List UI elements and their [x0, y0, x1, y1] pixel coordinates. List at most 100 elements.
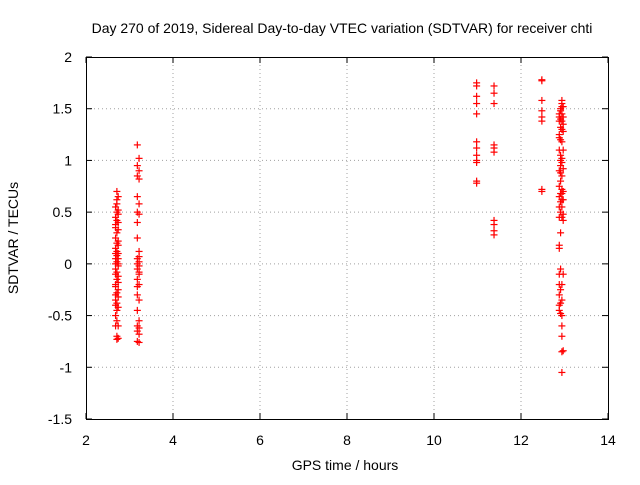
data-point [473, 110, 481, 118]
data-point [135, 330, 143, 338]
data-point [559, 103, 567, 111]
data-point [133, 275, 141, 283]
data-point [558, 203, 566, 211]
x-tick-label: 14 [600, 432, 616, 448]
x-tick-label: 10 [426, 432, 442, 448]
data-point [557, 177, 565, 185]
data-point [490, 100, 498, 108]
y-tick-label: 0 [64, 256, 72, 272]
data-point [114, 218, 122, 226]
data-point [133, 141, 141, 149]
data-point [490, 221, 498, 229]
data-point [473, 138, 481, 146]
data-point [538, 117, 546, 125]
data-point [113, 306, 121, 314]
data-point [558, 332, 566, 340]
data-point [113, 335, 121, 343]
data-point [555, 244, 563, 252]
data-point [113, 268, 121, 276]
data-point [114, 322, 122, 330]
y-tick-label: 1 [64, 152, 72, 168]
data-point [135, 338, 143, 346]
data-point [135, 268, 143, 276]
data-point [558, 213, 566, 221]
data-point [113, 317, 121, 325]
data-point [559, 146, 567, 154]
x-tick-label: 4 [169, 432, 177, 448]
data-point [557, 286, 565, 294]
data-point [114, 272, 122, 280]
data-point [114, 255, 122, 263]
data-point [490, 148, 498, 156]
data-point [557, 299, 565, 307]
data-point [538, 107, 546, 115]
data-point [114, 334, 122, 342]
data-point [135, 175, 143, 183]
data-point [557, 265, 565, 273]
data-point [558, 296, 566, 304]
data-point [112, 312, 120, 320]
data-point [135, 262, 143, 270]
data-point [133, 234, 141, 242]
data-point [555, 291, 563, 299]
x-tick-label: 2 [82, 432, 90, 448]
data-point [473, 158, 481, 166]
data-point [114, 262, 122, 270]
data-point [559, 113, 567, 121]
y-tick-label: 0.5 [53, 204, 73, 220]
y-tick-label: 2 [64, 49, 72, 65]
chart-title: Day 270 of 2019, Sidereal Day-to-day VTE… [92, 20, 593, 36]
data-point [490, 231, 498, 239]
data-point [135, 281, 143, 289]
data-point [559, 210, 567, 218]
data-point [538, 77, 546, 85]
data-point [114, 286, 122, 294]
data-point [113, 299, 121, 307]
data-point [559, 196, 567, 204]
data-point [558, 110, 566, 118]
data-point [114, 278, 122, 286]
data-point [135, 296, 143, 304]
data-point [559, 187, 567, 195]
data-point [558, 322, 566, 330]
data-point [113, 275, 121, 283]
grid [86, 57, 608, 419]
data-point [473, 100, 481, 108]
data-point [114, 303, 122, 311]
data-point [555, 306, 563, 314]
data-point [558, 348, 566, 356]
data-point [133, 291, 141, 299]
data-point [557, 229, 565, 237]
ticks: 2 4 6 8 10 12 14 -1.5 -1 -0.5 0 0.5 1 1.5 2 [48, 49, 616, 448]
data-point [538, 187, 546, 195]
data-point [473, 179, 481, 187]
data-point [114, 226, 122, 234]
data-point [114, 210, 122, 218]
data-point [559, 165, 567, 173]
data-point [133, 218, 141, 226]
data-point [558, 158, 566, 166]
data-point [558, 138, 566, 146]
y-tick-label: 1.5 [53, 101, 73, 117]
x-tick-label: 8 [343, 432, 351, 448]
data-point [538, 96, 546, 104]
x-axis-label: GPS time / hours [292, 457, 399, 473]
data-point [135, 247, 143, 255]
data-point [113, 229, 121, 237]
data-point [133, 193, 141, 201]
data-point [114, 237, 122, 245]
data-point [559, 270, 567, 278]
data-point [557, 151, 565, 159]
data-point [135, 317, 143, 325]
data-points [112, 76, 567, 376]
data-point [559, 347, 567, 355]
data-point [133, 162, 141, 170]
data-point [490, 89, 498, 97]
data-point [113, 200, 121, 208]
data-point [558, 368, 566, 376]
data-point [135, 200, 143, 208]
data-point [135, 154, 143, 162]
data-point [558, 312, 566, 320]
